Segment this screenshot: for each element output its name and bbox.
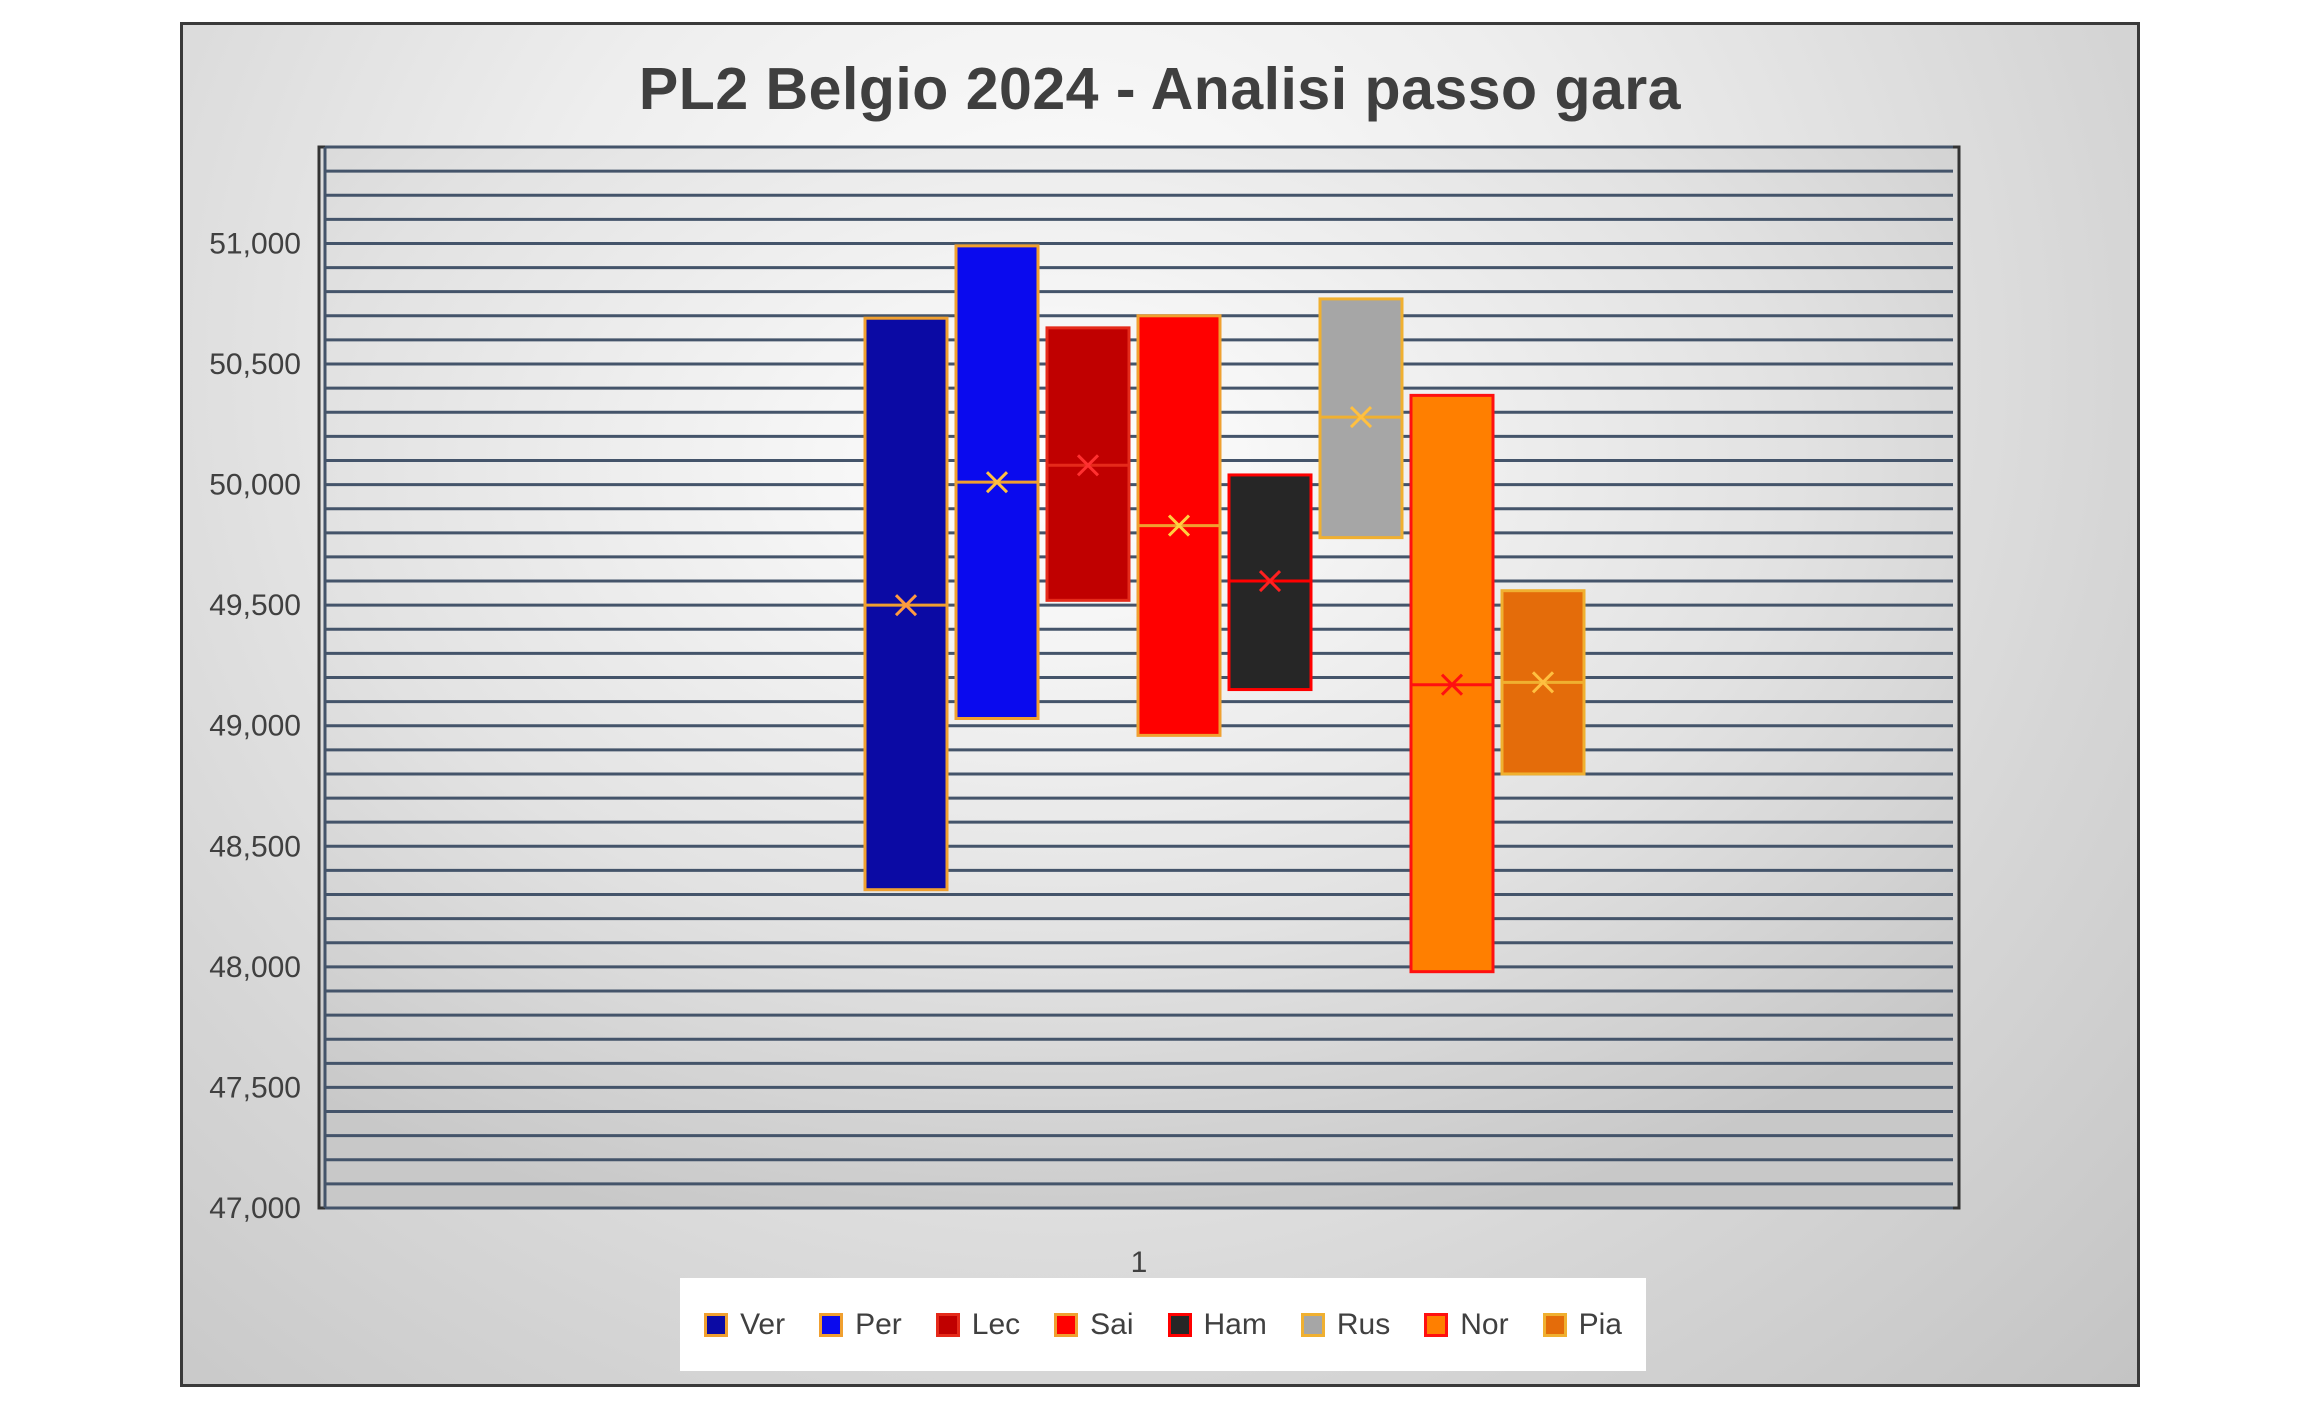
legend-item-nor: Nor bbox=[1424, 1307, 1509, 1342]
mean-marker-lec bbox=[1076, 454, 1100, 477]
legend-swatch bbox=[1054, 1312, 1079, 1337]
chart-title: PL2 Belgio 2024 - Analisi passo gara bbox=[638, 56, 1682, 122]
legend-label: Nor bbox=[1460, 1307, 1509, 1341]
mean-marker-per bbox=[985, 471, 1009, 494]
mean-marker-rus bbox=[1349, 406, 1373, 429]
mean-marker-nor bbox=[1440, 673, 1464, 696]
legend-item-ver: Ver bbox=[704, 1308, 785, 1342]
legend-swatch bbox=[819, 1312, 844, 1337]
legend-swatch bbox=[1424, 1312, 1449, 1337]
legend-label: Ham bbox=[1203, 1307, 1267, 1341]
y-tick-label: 50,000 bbox=[209, 469, 301, 502]
legend-label: Per bbox=[855, 1307, 902, 1341]
legend-swatch bbox=[704, 1312, 729, 1337]
y-tick-label: 48,500 bbox=[209, 830, 301, 863]
legend-label: Lec bbox=[971, 1307, 1021, 1341]
legend-label: Pia bbox=[1578, 1307, 1622, 1341]
legend-swatch bbox=[1300, 1312, 1325, 1337]
legend-item-pia: Pia bbox=[1542, 1307, 1622, 1342]
mean-marker-ver bbox=[894, 594, 918, 617]
legend-label: Rus bbox=[1336, 1307, 1391, 1341]
legend: Ver Per Lec Sai Ham Rus Nor Pia bbox=[680, 1278, 1646, 1371]
legend-item-rus: Rus bbox=[1300, 1307, 1391, 1342]
legend-swatch bbox=[935, 1312, 960, 1337]
legend-item-lec: Lec bbox=[935, 1307, 1021, 1342]
mean-marker-sai bbox=[1167, 514, 1191, 537]
chart-frame: PL2 Belgio 2024 - Analisi passo gara 47,… bbox=[180, 22, 2140, 1387]
legend-item-ham: Ham bbox=[1167, 1307, 1267, 1342]
y-tick-label: 51,000 bbox=[209, 227, 301, 260]
y-tick-label: 47,500 bbox=[209, 1071, 301, 1104]
y-tick-label: 47,000 bbox=[209, 1192, 301, 1225]
x-tick-label: 1 bbox=[1131, 1246, 1148, 1279]
mean-marker-pia bbox=[1531, 671, 1555, 694]
legend-swatch bbox=[1167, 1312, 1192, 1337]
legend-swatch bbox=[1542, 1312, 1567, 1337]
legend-item-per: Per bbox=[819, 1308, 902, 1342]
y-tick-label: 50,500 bbox=[209, 348, 301, 381]
y-tick-label: 49,000 bbox=[209, 710, 301, 743]
chart-svg: 47,000 47,500 48,000 48,500 49,000 49,500 50,0… bbox=[209, 145, 1961, 1279]
mean-marker-ham bbox=[1258, 569, 1282, 593]
y-tick-label: 48,000 bbox=[209, 951, 301, 984]
legend-label: Sai bbox=[1090, 1307, 1134, 1341]
legend-label: Ver bbox=[740, 1307, 786, 1341]
y-tick-label: 49,500 bbox=[209, 589, 301, 622]
legend-item-sai: Sai bbox=[1054, 1307, 1134, 1342]
